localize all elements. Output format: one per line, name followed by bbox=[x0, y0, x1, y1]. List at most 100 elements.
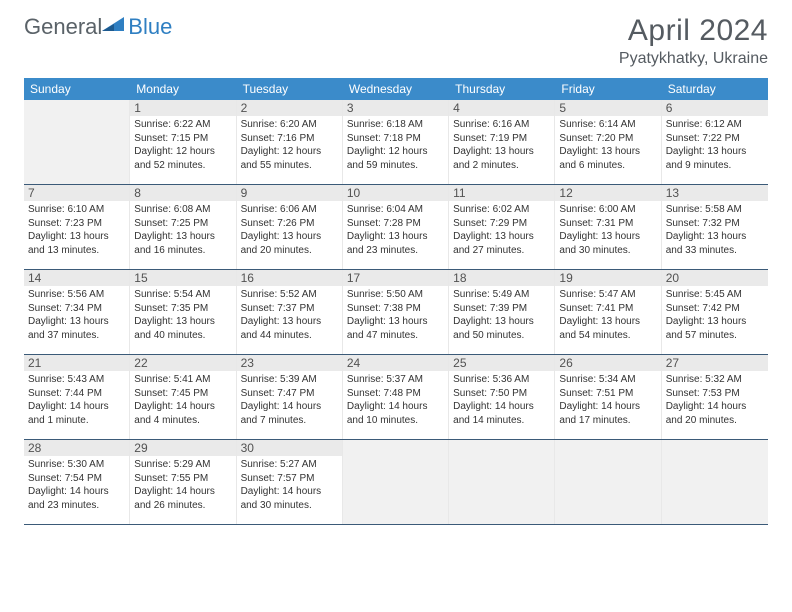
day-header: Tuesday bbox=[237, 78, 343, 100]
day-cell: 16Sunrise: 5:52 AMSunset: 7:37 PMDayligh… bbox=[237, 270, 343, 354]
sunset-line: Sunset: 7:55 PM bbox=[134, 472, 231, 486]
day-cell: 3Sunrise: 6:18 AMSunset: 7:18 PMDaylight… bbox=[343, 100, 449, 184]
sunset-line: Sunset: 7:38 PM bbox=[347, 302, 444, 316]
sunset-line: Sunset: 7:41 PM bbox=[559, 302, 656, 316]
sunrise-line: Sunrise: 6:22 AM bbox=[134, 118, 231, 132]
daylight-line: Daylight: 12 hours and 59 minutes. bbox=[347, 145, 444, 172]
day-info: Sunrise: 6:08 AMSunset: 7:25 PMDaylight:… bbox=[134, 203, 231, 257]
sunset-line: Sunset: 7:57 PM bbox=[241, 472, 338, 486]
day-cell: 26Sunrise: 5:34 AMSunset: 7:51 PMDayligh… bbox=[555, 355, 661, 439]
logo: General Blue bbox=[24, 14, 172, 40]
sunset-line: Sunset: 7:53 PM bbox=[666, 387, 764, 401]
daylight-line: Daylight: 13 hours and 2 minutes. bbox=[453, 145, 550, 172]
sunrise-line: Sunrise: 6:08 AM bbox=[134, 203, 231, 217]
day-number: 7 bbox=[24, 185, 129, 201]
day-cell: 6Sunrise: 6:12 AMSunset: 7:22 PMDaylight… bbox=[662, 100, 768, 184]
day-number: 4 bbox=[449, 100, 554, 116]
day-cell: 30Sunrise: 5:27 AMSunset: 7:57 PMDayligh… bbox=[237, 440, 343, 524]
sunrise-line: Sunrise: 6:16 AM bbox=[453, 118, 550, 132]
sunset-line: Sunset: 7:50 PM bbox=[453, 387, 550, 401]
day-header: Monday bbox=[130, 78, 236, 100]
day-cell: 5Sunrise: 6:14 AMSunset: 7:20 PMDaylight… bbox=[555, 100, 661, 184]
daylight-line: Daylight: 13 hours and 13 minutes. bbox=[28, 230, 125, 257]
month-title: April 2024 bbox=[619, 14, 768, 48]
day-number: 5 bbox=[555, 100, 660, 116]
week-row: 21Sunrise: 5:43 AMSunset: 7:44 PMDayligh… bbox=[24, 355, 768, 440]
day-number: 19 bbox=[555, 270, 660, 286]
sunrise-line: Sunrise: 5:54 AM bbox=[134, 288, 231, 302]
daylight-line: Daylight: 14 hours and 17 minutes. bbox=[559, 400, 656, 427]
day-number: 29 bbox=[130, 440, 235, 456]
day-cell: 29 Sunrise: 5:29 AMSunset: 7:55 PMDayligh… bbox=[130, 440, 236, 524]
day-number: 6 bbox=[662, 100, 768, 116]
day-cell: 23Sunrise: 5:39 AMSunset: 7:47 PMDayligh… bbox=[237, 355, 343, 439]
daylight-line: Daylight: 13 hours and 33 minutes. bbox=[666, 230, 764, 257]
sunset-line: Sunset: 7:34 PM bbox=[28, 302, 125, 316]
sunrise-line: Sunrise: 5:39 AM bbox=[241, 373, 338, 387]
sunrise-line: Sunrise: 5:56 AM bbox=[28, 288, 125, 302]
daylight-line: Daylight: 14 hours and 4 minutes. bbox=[134, 400, 231, 427]
daylight-line: Daylight: 14 hours and 1 minute. bbox=[28, 400, 125, 427]
day-info: Sunrise: 5:34 AMSunset: 7:51 PMDaylight:… bbox=[559, 373, 656, 427]
sunrise-line: Sunrise: 6:12 AM bbox=[666, 118, 764, 132]
day-number: 9 bbox=[237, 185, 342, 201]
day-info: Sunrise: 6:10 AMSunset: 7:23 PMDaylight:… bbox=[28, 203, 125, 257]
day-cell bbox=[343, 440, 449, 524]
day-number: 1 bbox=[130, 100, 235, 116]
location: Pyatykhatky, Ukraine bbox=[619, 50, 768, 68]
sunset-line: Sunset: 7:29 PM bbox=[453, 217, 550, 231]
sunrise-line: Sunrise: 6:18 AM bbox=[347, 118, 444, 132]
sunrise-line: Sunrise: 6:20 AM bbox=[241, 118, 338, 132]
day-info: Sunrise: 5:29 AMSunset: 7:55 PMDaylight:… bbox=[134, 458, 231, 512]
sunset-line: Sunset: 7:23 PM bbox=[28, 217, 125, 231]
day-info: Sunrise: 5:36 AMSunset: 7:50 PMDaylight:… bbox=[453, 373, 550, 427]
day-number: 12 bbox=[555, 185, 660, 201]
day-cell bbox=[555, 440, 661, 524]
day-number: 20 bbox=[662, 270, 768, 286]
daylight-line: Daylight: 13 hours and 47 minutes. bbox=[347, 315, 444, 342]
daylight-line: Daylight: 14 hours and 7 minutes. bbox=[241, 400, 338, 427]
day-info: Sunrise: 5:58 AMSunset: 7:32 PMDaylight:… bbox=[666, 203, 764, 257]
day-number: 11 bbox=[449, 185, 554, 201]
day-info: Sunrise: 5:39 AMSunset: 7:47 PMDaylight:… bbox=[241, 373, 338, 427]
day-info: Sunrise: 5:37 AMSunset: 7:48 PMDaylight:… bbox=[347, 373, 444, 427]
day-cell: 22Sunrise: 5:41 AMSunset: 7:45 PMDayligh… bbox=[130, 355, 236, 439]
day-cell: 15Sunrise: 5:54 AMSunset: 7:35 PMDayligh… bbox=[130, 270, 236, 354]
day-cell bbox=[449, 440, 555, 524]
day-number: 25 bbox=[449, 355, 554, 371]
day-cell: 10Sunrise: 6:04 AMSunset: 7:28 PMDayligh… bbox=[343, 185, 449, 269]
day-cell bbox=[24, 100, 130, 184]
sunset-line: Sunset: 7:45 PM bbox=[134, 387, 231, 401]
day-info: Sunrise: 5:49 AMSunset: 7:39 PMDaylight:… bbox=[453, 288, 550, 342]
daylight-line: Daylight: 13 hours and 44 minutes. bbox=[241, 315, 338, 342]
day-header: Saturday bbox=[662, 78, 768, 100]
day-info: Sunrise: 5:30 AMSunset: 7:54 PMDaylight:… bbox=[28, 458, 125, 512]
day-info: Sunrise: 5:43 AMSunset: 7:44 PMDaylight:… bbox=[28, 373, 125, 427]
week-row: 28Sunrise: 5:30 AMSunset: 7:54 PMDayligh… bbox=[24, 440, 768, 525]
day-cell: 17Sunrise: 5:50 AMSunset: 7:38 PMDayligh… bbox=[343, 270, 449, 354]
day-cell: 27 Sunrise: 5:32 AMSunset: 7:53 PMDayligh… bbox=[662, 355, 768, 439]
daylight-line: Daylight: 14 hours and 26 minutes. bbox=[134, 485, 231, 512]
day-cell: 13Sunrise: 5:58 AMSunset: 7:32 PMDayligh… bbox=[662, 185, 768, 269]
day-number: 27 bbox=[662, 355, 768, 371]
day-info: Sunrise: 5:56 AMSunset: 7:34 PMDaylight:… bbox=[28, 288, 125, 342]
sunrise-line: Sunrise: 6:02 AM bbox=[453, 203, 550, 217]
day-info: Sunrise: 6:20 AMSunset: 7:16 PMDaylight:… bbox=[241, 118, 338, 172]
daylight-line: Daylight: 13 hours and 9 minutes. bbox=[666, 145, 764, 172]
sunrise-line: Sunrise: 5:50 AM bbox=[347, 288, 444, 302]
day-info: Sunrise: 5:32 AMSunset: 7:53 PMDaylight:… bbox=[666, 373, 764, 427]
day-cell: 20Sunrise: 5:45 AMSunset: 7:42 PMDayligh… bbox=[662, 270, 768, 354]
sunrise-line: Sunrise: 5:37 AM bbox=[347, 373, 444, 387]
sunrise-line: Sunrise: 5:29 AM bbox=[134, 458, 231, 472]
day-cell: 21Sunrise: 5:43 AMSunset: 7:44 PMDayligh… bbox=[24, 355, 130, 439]
daylight-line: Daylight: 13 hours and 23 minutes. bbox=[347, 230, 444, 257]
day-info: Sunrise: 6:16 AMSunset: 7:19 PMDaylight:… bbox=[453, 118, 550, 172]
sunset-line: Sunset: 7:15 PM bbox=[134, 132, 231, 146]
sunrise-line: Sunrise: 5:58 AM bbox=[666, 203, 764, 217]
day-info: Sunrise: 5:41 AMSunset: 7:45 PMDaylight:… bbox=[134, 373, 231, 427]
sunrise-line: Sunrise: 5:36 AM bbox=[453, 373, 550, 387]
day-info: Sunrise: 6:00 AMSunset: 7:31 PMDaylight:… bbox=[559, 203, 656, 257]
sunset-line: Sunset: 7:19 PM bbox=[453, 132, 550, 146]
calendar: SundayMondayTuesdayWednesdayThursdayFrid… bbox=[24, 78, 768, 525]
sunset-line: Sunset: 7:35 PM bbox=[134, 302, 231, 316]
